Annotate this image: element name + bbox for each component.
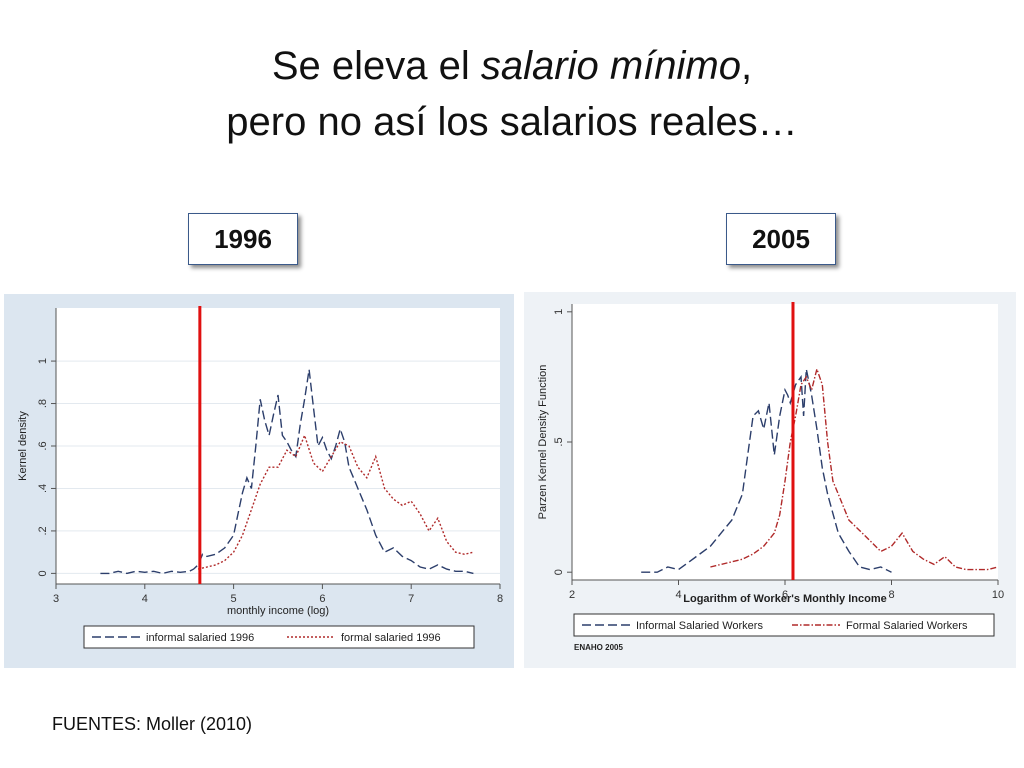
title-line-2: pero no así los salarios reales… [226, 100, 798, 144]
year-label-1996: 1996 [188, 213, 298, 265]
x-tick-label: 8 [888, 589, 894, 601]
title-part-2: , [740, 44, 753, 88]
chart-panel-1996: 0 .2 .4 .6 .8 1 3 4 5 6 7 8 Kernel density monthly in… [4, 294, 514, 668]
legend-entry: formal salaried 1996 [341, 632, 441, 644]
source-note: FUENTES: Moller (2010) [52, 714, 253, 734]
legend-box [573, 613, 995, 637]
x-tick-label: 7 [408, 593, 414, 605]
y-tick-label: 0 [37, 570, 49, 576]
y-tick-label: .4 [37, 484, 49, 493]
chart-panel-2005: 0 .5 1 2 4 6 8 10 Parzen Kernel Density Function… [524, 292, 1016, 668]
legend-entry: Formal Salaried Workers [846, 620, 968, 632]
legend-box [83, 625, 475, 649]
y-axis-label: Parzen Kernel Density Function [537, 365, 549, 520]
x-tick-label: 8 [497, 593, 503, 605]
y-tick-label: .2 [37, 526, 49, 535]
x-axis-label: Logarithm of Worker's Monthly Income [683, 593, 886, 605]
series-line-formal [710, 366, 999, 571]
legend-entry: Informal Salaried Workers [636, 620, 763, 632]
title-line-1: Se eleva el salario mínimo, [0, 38, 1024, 94]
x-tick-label: 4 [675, 589, 681, 601]
slide-title: Se eleva el salario mínimo, pero no así … [0, 38, 1024, 150]
x-tick-label: 2 [569, 589, 575, 601]
y-tick-label: 0 [553, 569, 565, 575]
year-label-2005: 2005 [726, 213, 836, 265]
series-line-formal [197, 433, 474, 570]
x-tick-label: 10 [992, 589, 1004, 601]
x-tick-label: 4 [142, 593, 148, 605]
legend-entry: informal salaried 1996 [146, 632, 254, 644]
x-tick-label: 6 [782, 589, 788, 601]
y-tick-label: 1 [37, 358, 49, 364]
y-tick-label: .6 [37, 441, 49, 450]
title-part-1: Se eleva el [271, 44, 481, 88]
y-axis-label: Kernel density [17, 411, 29, 481]
x-tick-label: 3 [53, 593, 59, 605]
y-tick-label: 1 [553, 309, 565, 315]
x-tick-label: 5 [231, 593, 237, 605]
y-tick-label: .8 [37, 399, 49, 408]
kernel-density-chart-2005: 0 .5 1 2 4 6 8 10 Parzen Kernel Density Function… [537, 302, 1004, 652]
x-axis-label: monthly income (log) [227, 605, 329, 617]
kernel-density-chart-1996: 0 .2 .4 .6 .8 1 3 4 5 6 7 8 Kernel density monthly in… [17, 306, 503, 649]
chart-note: ENAHO 2005 [574, 643, 623, 652]
x-tick-label: 6 [319, 593, 325, 605]
series-line-informal [641, 368, 892, 573]
plot-area [572, 304, 998, 580]
title-italic: salario mínimo [480, 44, 741, 88]
y-tick-label: .5 [553, 437, 565, 446]
series-line-informal [100, 369, 474, 575]
